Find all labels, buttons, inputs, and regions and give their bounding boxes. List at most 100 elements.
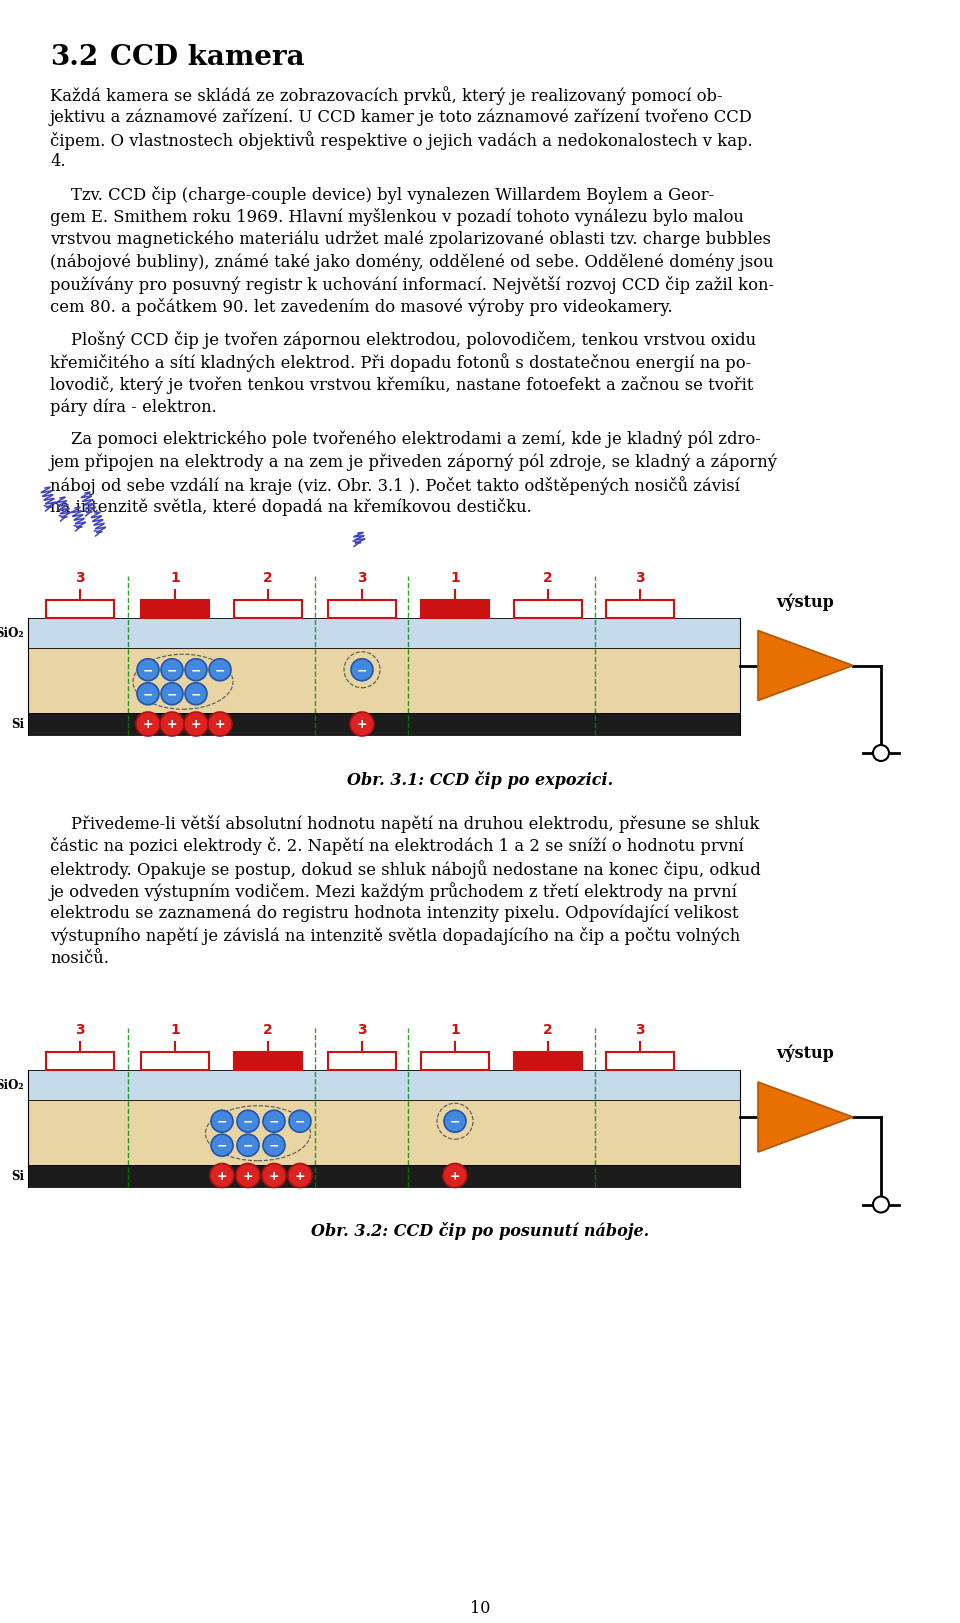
Text: Přivedeme-li větší absolutní hodnotu napětí na druhou elektrodu, přesune se shlu: Přivedeme-li větší absolutní hodnotu nap… xyxy=(50,815,759,833)
Bar xyxy=(28,1100,740,1165)
Text: vrstvou magnetického materiálu udržet malé zpolarizované oblasti tzv. charge bub: vrstvou magnetického materiálu udržet ma… xyxy=(50,230,771,248)
Text: +: + xyxy=(269,1169,279,1182)
Bar xyxy=(421,601,489,618)
Text: Si: Si xyxy=(11,717,24,730)
Circle shape xyxy=(263,1134,285,1157)
Text: 2: 2 xyxy=(263,1022,273,1035)
Text: 2: 2 xyxy=(543,571,553,584)
Text: 3: 3 xyxy=(357,571,367,584)
Text: 10: 10 xyxy=(469,1599,491,1617)
Text: jem připojen na elektrody a na zem je přiveden záporný pól zdroje, se kladný a z: jem připojen na elektrody a na zem je př… xyxy=(50,453,778,471)
Text: +: + xyxy=(243,1169,253,1182)
Text: 3: 3 xyxy=(357,1022,367,1035)
Bar xyxy=(328,1052,396,1070)
Circle shape xyxy=(208,712,232,737)
Text: výstupního napětí je závislá na intenzitě světla dopadajícího na čip a počtu vol: výstupního napětí je závislá na intenzit… xyxy=(50,927,740,945)
Text: částic na pozici elektrody č. 2. Napětí na elektrodách 1 a 2 se sníží o hodnotu : částic na pozici elektrody č. 2. Napětí … xyxy=(50,837,744,855)
Text: cem 80. a počátkem 90. let zavedením do masové výroby pro videokamery.: cem 80. a počátkem 90. let zavedením do … xyxy=(50,299,673,316)
Text: −: − xyxy=(215,664,226,677)
Bar xyxy=(28,714,740,735)
Circle shape xyxy=(211,1134,233,1157)
Text: SiO₂: SiO₂ xyxy=(0,1078,24,1091)
Text: jektivu a záznamové zařízení. U CCD kamer je toto záznamové zařízení tvořeno CCD: jektivu a záznamové zařízení. U CCD kame… xyxy=(50,109,753,127)
Text: 1: 1 xyxy=(450,1022,460,1035)
Text: CCD kamera: CCD kamera xyxy=(110,44,304,71)
Bar xyxy=(606,1052,674,1070)
Circle shape xyxy=(136,712,160,737)
Circle shape xyxy=(873,745,889,761)
Text: 3: 3 xyxy=(636,571,645,584)
Bar xyxy=(234,1052,302,1070)
Text: Obr. 3.1: CCD čip po expozici.: Obr. 3.1: CCD čip po expozici. xyxy=(347,771,613,789)
Circle shape xyxy=(873,1196,889,1212)
Bar xyxy=(606,601,674,618)
Text: lovodič, který je tvořen tenkou vrstvou křemíku, nastane fotoefekt a začnou se t: lovodič, který je tvořen tenkou vrstvou … xyxy=(50,377,754,394)
Text: −: − xyxy=(191,688,202,701)
Text: Obr. 3.2: CCD čip po posunutí náboje.: Obr. 3.2: CCD čip po posunutí náboje. xyxy=(311,1222,649,1240)
Text: −: − xyxy=(243,1139,253,1152)
Text: Každá kamera se skládá ze zobrazovacích prvků, který je realizovaný pomocí ob-: Každá kamera se skládá ze zobrazovacích … xyxy=(50,86,723,105)
Circle shape xyxy=(443,1164,467,1188)
Circle shape xyxy=(237,1110,259,1133)
Circle shape xyxy=(185,683,207,706)
Text: čipem. O vlastnostech objektivů respektive o jejich vadách a nedokonalostech v k: čipem. O vlastnostech objektivů respekti… xyxy=(50,131,753,149)
Text: 4.: 4. xyxy=(50,154,65,170)
Circle shape xyxy=(210,1164,234,1188)
Text: (nábojové bubliny), známé také jako domény, oddělené od sebe. Oddělené domény js: (nábojové bubliny), známé také jako domé… xyxy=(50,253,774,271)
Text: +: + xyxy=(143,717,154,730)
Text: −: − xyxy=(295,1115,305,1128)
Text: Si: Si xyxy=(11,1169,24,1182)
Text: −: − xyxy=(167,688,178,701)
Circle shape xyxy=(289,1110,311,1133)
Text: výstup: výstup xyxy=(777,1044,834,1061)
Text: náboj od sebe vzdálí na kraje (viz. Obr. 3.1 ). Počet takto odštěpených nosičů z: náboj od sebe vzdálí na kraje (viz. Obr.… xyxy=(50,476,740,495)
Text: −: − xyxy=(143,664,154,677)
Polygon shape xyxy=(758,1083,853,1152)
Text: SiO₂: SiO₂ xyxy=(0,626,24,639)
Text: 3: 3 xyxy=(75,571,84,584)
Circle shape xyxy=(185,659,207,682)
Text: −: − xyxy=(191,664,202,677)
Text: −: − xyxy=(269,1115,279,1128)
Text: 1: 1 xyxy=(170,1022,180,1035)
Text: 3: 3 xyxy=(75,1022,84,1035)
Text: −: − xyxy=(449,1115,460,1128)
Text: 1: 1 xyxy=(450,571,460,584)
Text: je odveden výstupním vodičem. Mezi každým průchodem z třetí elektrody na první: je odveden výstupním vodičem. Mezi každý… xyxy=(50,881,738,901)
Circle shape xyxy=(236,1164,260,1188)
Circle shape xyxy=(184,712,208,737)
Text: na intenzitě světla, které dopadá na křemíkovou destičku.: na intenzitě světla, které dopadá na kře… xyxy=(50,498,532,516)
Circle shape xyxy=(161,683,183,706)
Bar xyxy=(46,1052,114,1070)
Text: používány pro posuvný registr k uchování informací. Největší rozvoj CCD čip zaži: používány pro posuvný registr k uchování… xyxy=(50,276,774,294)
Bar xyxy=(328,601,396,618)
Bar xyxy=(141,601,209,618)
Circle shape xyxy=(350,712,374,737)
Polygon shape xyxy=(758,631,853,701)
Bar xyxy=(28,649,740,714)
Text: 3: 3 xyxy=(636,1022,645,1035)
Circle shape xyxy=(137,683,159,706)
Circle shape xyxy=(262,1164,286,1188)
Bar xyxy=(28,618,740,649)
Text: 1: 1 xyxy=(170,571,180,584)
Circle shape xyxy=(444,1110,466,1133)
Text: +: + xyxy=(449,1169,460,1182)
Circle shape xyxy=(351,659,373,682)
Circle shape xyxy=(161,659,183,682)
Text: křemičitého a sítí kladných elektrod. Při dopadu fotonů s dostatečnou energií na: křemičitého a sítí kladných elektrod. Př… xyxy=(50,354,752,372)
Text: Tzv. CCD čip (charge-couple device) byl vynalezen Willardem Boylem a Geor-: Tzv. CCD čip (charge-couple device) byl … xyxy=(50,187,714,204)
Text: Za pomoci elektrického pole tvořeného elektrodami a zemí, kde je kladný pól zdro: Za pomoci elektrického pole tvořeného el… xyxy=(50,430,761,448)
Text: −: − xyxy=(217,1139,228,1152)
Circle shape xyxy=(209,659,231,682)
Text: −: − xyxy=(143,688,154,701)
Text: elektrody. Opakuje se postup, dokud se shluk nábojů nedostane na konec čipu, odk: elektrody. Opakuje se postup, dokud se s… xyxy=(50,860,760,878)
Text: +: + xyxy=(217,1169,228,1182)
Text: +: + xyxy=(167,717,178,730)
Text: výstup: výstup xyxy=(777,592,834,610)
Bar xyxy=(421,1052,489,1070)
Bar xyxy=(514,1052,582,1070)
Circle shape xyxy=(137,659,159,682)
Text: +: + xyxy=(295,1169,305,1182)
Text: Plošný CCD čip je tvořen zápornou elektrodou, polovodičem, tenkou vrstvou oxidu: Plošný CCD čip je tvořen zápornou elektr… xyxy=(50,331,756,349)
